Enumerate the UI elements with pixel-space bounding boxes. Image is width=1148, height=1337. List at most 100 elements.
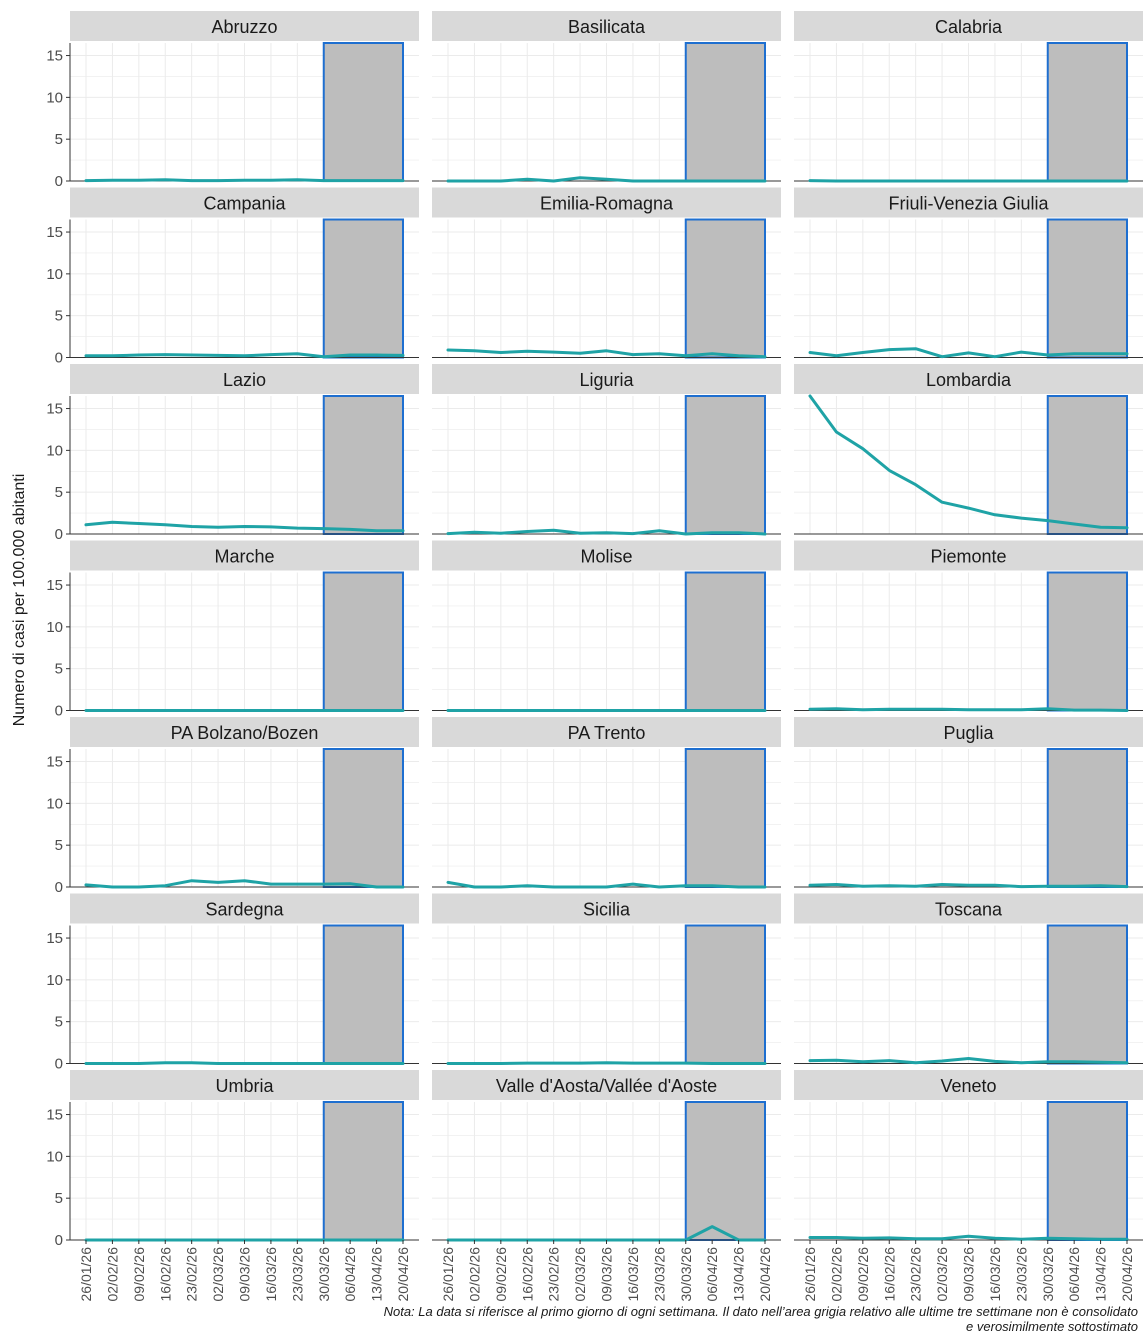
data-point (375, 1062, 378, 1065)
data-point (296, 709, 299, 712)
panel-title: PA Bolzano/Bozen (171, 723, 319, 743)
data-point (1073, 709, 1075, 711)
panel-sicilia: Sicilia (432, 893, 781, 1065)
data-point (1126, 1061, 1128, 1064)
data-point (1099, 709, 1102, 711)
panel-campania: Campania 0 5 10 15 (46, 187, 419, 367)
data-point (552, 886, 555, 888)
data-point (914, 708, 917, 711)
data-point (835, 180, 838, 182)
shaded-area (1046, 395, 1128, 535)
data-point (888, 1059, 891, 1062)
data-point (862, 351, 864, 354)
data-point (296, 883, 299, 885)
y-tick-label: 10 (46, 266, 63, 283)
data-point (402, 1062, 404, 1065)
data-point (632, 353, 634, 356)
data-point (85, 1062, 87, 1065)
data-point (447, 709, 449, 712)
panel-basilicata: Basilicata (432, 11, 781, 183)
data-point (605, 531, 608, 534)
data-point (296, 527, 299, 529)
panel-title: Basilicata (568, 17, 646, 37)
data-point (138, 522, 140, 525)
data-point (349, 882, 351, 885)
x-tick-label: 20/04/26 (757, 1247, 773, 1302)
data-point (605, 178, 608, 181)
x-tick-label: 02/03/26 (210, 1247, 226, 1302)
data-point (447, 881, 449, 884)
data-point (711, 709, 713, 712)
data-point (526, 709, 529, 712)
panel-abruzzo: Abruzzo 0 5 10 15 (46, 11, 419, 190)
data-point (349, 1062, 351, 1065)
y-tick-label: 0 (55, 526, 63, 543)
data-point (296, 178, 299, 181)
data-point (632, 532, 634, 535)
data-point (994, 1060, 996, 1063)
data-point (1020, 351, 1023, 353)
data-point (809, 884, 811, 887)
data-point (552, 709, 555, 712)
data-point (764, 1062, 766, 1065)
panel-strip (432, 893, 781, 924)
data-point (190, 179, 193, 182)
shaded-area (1046, 42, 1128, 182)
x-tick-label: 09/03/26 (599, 1247, 615, 1302)
data-point (1073, 523, 1075, 525)
y-tick-label: 0 (55, 173, 63, 190)
data-point (473, 1062, 476, 1065)
x-tick-label: 02/02/26 (466, 1247, 482, 1302)
panel-strip (794, 364, 1143, 394)
data-point (526, 884, 529, 887)
footnote-line-1: Nota: La data si riferisce al primo gior… (383, 1304, 1138, 1319)
data-point (579, 886, 581, 888)
data-point (270, 353, 272, 356)
shaded-area (322, 924, 404, 1065)
data-point (322, 527, 325, 530)
data-point (1099, 352, 1102, 355)
panel-strip (432, 364, 781, 394)
data-point (402, 709, 404, 712)
data-point (967, 1057, 970, 1060)
y-tick-label: 5 (55, 308, 63, 325)
data-point (579, 532, 581, 534)
data-point (1099, 1238, 1102, 1240)
data-point (138, 886, 140, 888)
shaded-area (684, 1101, 766, 1241)
panel-valle-d-aosta-vall-e-d-aoste: Valle d'Aosta/Vallée d'Aoste 26/01/26 02/0… (432, 1070, 781, 1302)
panel-molise: Molise (432, 540, 781, 712)
data-point (270, 179, 272, 181)
x-tick-label: 16/03/26 (263, 1247, 279, 1302)
data-point (402, 179, 404, 182)
panel-title: Puglia (943, 723, 994, 743)
data-point (322, 179, 325, 182)
panel-strip (432, 1070, 781, 1100)
data-point (270, 883, 272, 885)
data-point (994, 180, 996, 182)
y-tick-label: 15 (46, 48, 63, 65)
data-point (473, 180, 476, 182)
y-tick-label: 0 (55, 879, 63, 896)
data-point (349, 709, 351, 712)
data-point (447, 180, 449, 182)
data-point (658, 709, 661, 712)
panel-title: Emilia-Romagna (540, 194, 674, 214)
panel-title: Sardegna (205, 900, 284, 920)
panel-title: Sicilia (583, 900, 631, 920)
data-point (164, 353, 167, 356)
data-point (967, 507, 970, 509)
y-tick-label: 10 (46, 442, 63, 459)
data-point (164, 884, 167, 887)
data-point (941, 501, 943, 504)
data-point (1020, 1238, 1023, 1240)
data-point (552, 529, 555, 532)
data-point (605, 709, 608, 712)
panel-piemonte: Piemonte (794, 540, 1143, 712)
data-point (349, 354, 351, 356)
panel-strip (70, 11, 419, 41)
data-point (85, 524, 87, 526)
y-tick-label: 15 (46, 1107, 63, 1124)
data-point (684, 355, 687, 357)
